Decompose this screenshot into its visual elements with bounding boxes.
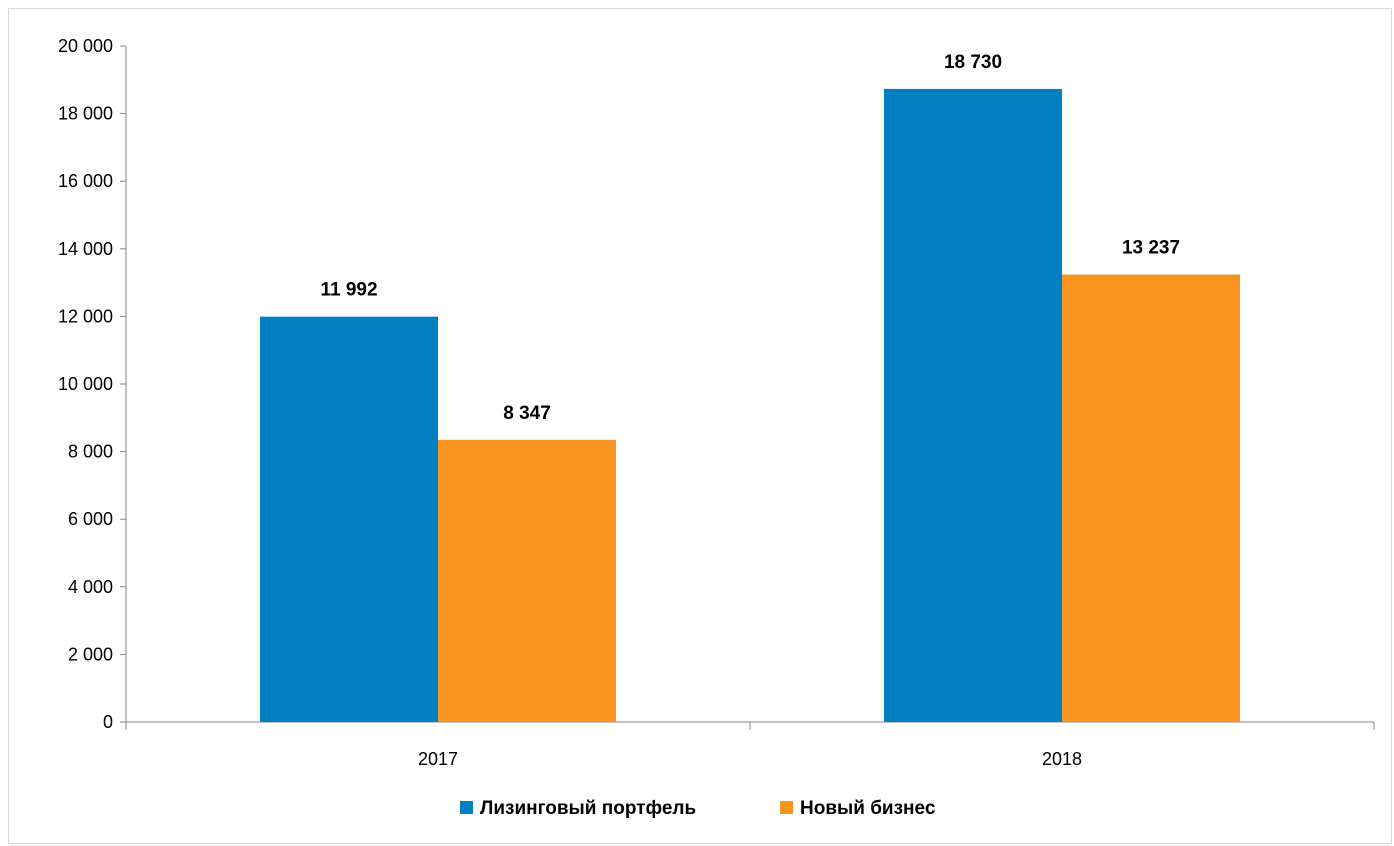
data-label: 8 347 — [503, 403, 551, 424]
y-tick-label: 10 000 — [58, 374, 113, 394]
y-tick-label: 6 000 — [68, 509, 113, 529]
legend-label: Лизинговый портфель — [480, 798, 696, 819]
x-tick-label: 2017 — [418, 749, 458, 769]
y-tick-label: 16 000 — [58, 171, 113, 191]
legend-swatch — [460, 801, 473, 814]
x-tick-label: 2018 — [1042, 749, 1082, 769]
y-tick-label: 0 — [103, 712, 113, 732]
legend-label: Новый бизнес — [800, 798, 936, 819]
y-tick-label: 14 000 — [58, 239, 113, 259]
bars — [260, 88, 1240, 722]
legend-swatch — [780, 801, 793, 814]
bar — [260, 316, 438, 722]
y-tick-label: 12 000 — [58, 306, 113, 326]
data-labels: 11 992 8 347 18 730 13 237 — [320, 52, 1180, 424]
y-tick-label: 18 000 — [58, 104, 113, 124]
bar — [438, 439, 616, 722]
y-tick-label: 4 000 — [68, 577, 113, 597]
data-label: 18 730 — [944, 52, 1002, 73]
bar — [884, 88, 1062, 722]
data-label: 13 237 — [1122, 238, 1180, 259]
y-tick-label: 2 000 — [68, 644, 113, 664]
y-tick-label: 8 000 — [68, 442, 113, 462]
bar — [1062, 274, 1240, 722]
legend: Лизинговый портфель Новый бизнес — [460, 798, 936, 819]
y-tick-label: 20 000 — [58, 36, 113, 56]
data-label: 11 992 — [320, 280, 377, 301]
